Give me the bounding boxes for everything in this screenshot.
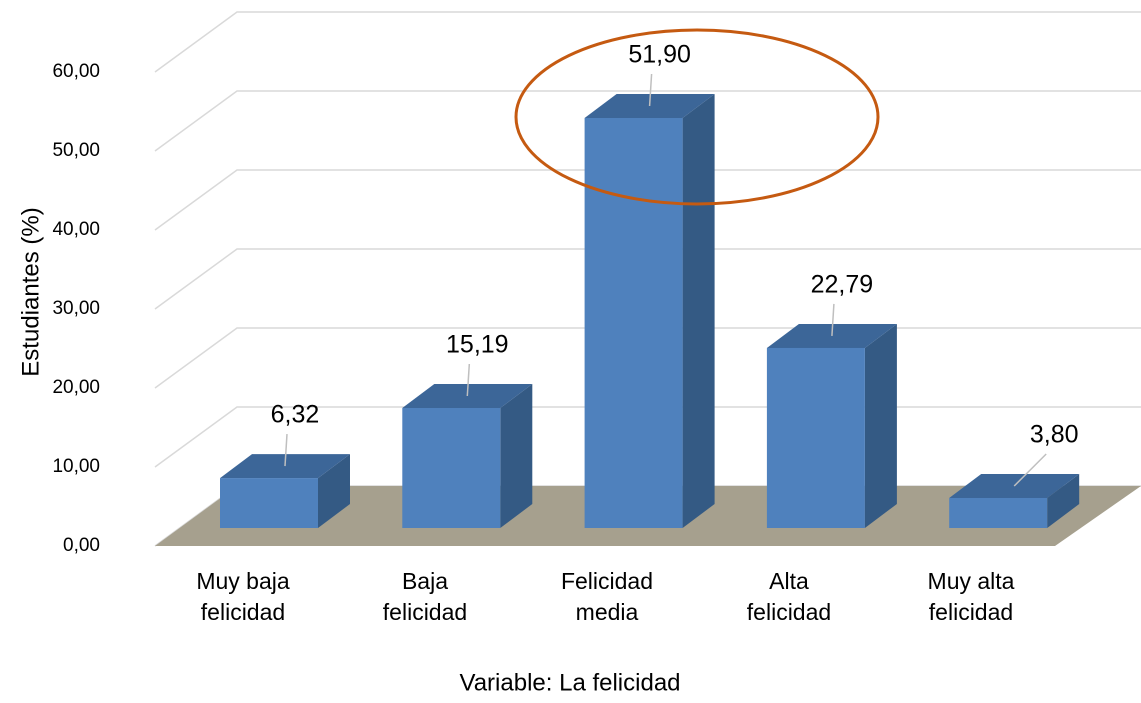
value-label: 22,79 bbox=[811, 271, 874, 299]
x-tick-label: Alta bbox=[769, 568, 809, 594]
x-tick-label: felicidad bbox=[201, 599, 285, 625]
value-label: 3,80 bbox=[1030, 421, 1079, 449]
y-tick-label: 60,00 bbox=[52, 61, 100, 82]
grid bbox=[154, 11, 1141, 547]
bar bbox=[220, 478, 318, 528]
grid-line bbox=[154, 11, 1141, 73]
bar-side bbox=[682, 93, 715, 529]
value-label: 6,32 bbox=[271, 401, 320, 429]
value-label: 51,90 bbox=[628, 41, 691, 69]
y-tick-label: 40,00 bbox=[52, 219, 100, 240]
value-label: 15,19 bbox=[446, 331, 509, 359]
x-tick-label: Baja bbox=[402, 568, 448, 594]
highlight-ellipse bbox=[514, 28, 880, 206]
bar-side bbox=[500, 383, 533, 528]
y-tick-label: 30,00 bbox=[52, 298, 100, 319]
y-tick-label: 0,00 bbox=[63, 535, 100, 556]
x-tick-label: felicidad bbox=[747, 599, 831, 625]
leader-line bbox=[466, 363, 471, 397]
x-tick-label: felicidad bbox=[383, 599, 467, 625]
x-tick-label: Muy alta bbox=[928, 568, 1015, 594]
bars bbox=[220, 73, 1080, 529]
bar bbox=[766, 347, 865, 528]
x-tick-label: Felicidad bbox=[561, 568, 653, 594]
x-tick-label: media bbox=[576, 599, 639, 625]
leader-line bbox=[284, 434, 288, 467]
y-tick-label: 10,00 bbox=[52, 456, 100, 477]
leader-line bbox=[1013, 453, 1047, 487]
x-tick-label: felicidad bbox=[929, 599, 1013, 625]
y-tick-label: 50,00 bbox=[52, 140, 100, 161]
x-axis-title: Variable: La felicidad bbox=[459, 669, 680, 696]
leader-line bbox=[831, 303, 835, 337]
bar bbox=[584, 117, 683, 529]
bar-top bbox=[949, 473, 1080, 498]
bar-side bbox=[864, 323, 897, 528]
bar bbox=[402, 407, 501, 528]
y-axis-title: Estudiantes (%) bbox=[17, 207, 44, 376]
leader-line bbox=[648, 73, 653, 107]
y-tick-label: 20,00 bbox=[52, 377, 100, 398]
grid-line bbox=[154, 248, 1141, 310]
bar bbox=[949, 497, 1048, 528]
x-tick-label: Muy baja bbox=[196, 568, 290, 594]
grid-line bbox=[154, 90, 1141, 152]
bar-side bbox=[1047, 473, 1080, 528]
bar-side bbox=[318, 454, 350, 528]
